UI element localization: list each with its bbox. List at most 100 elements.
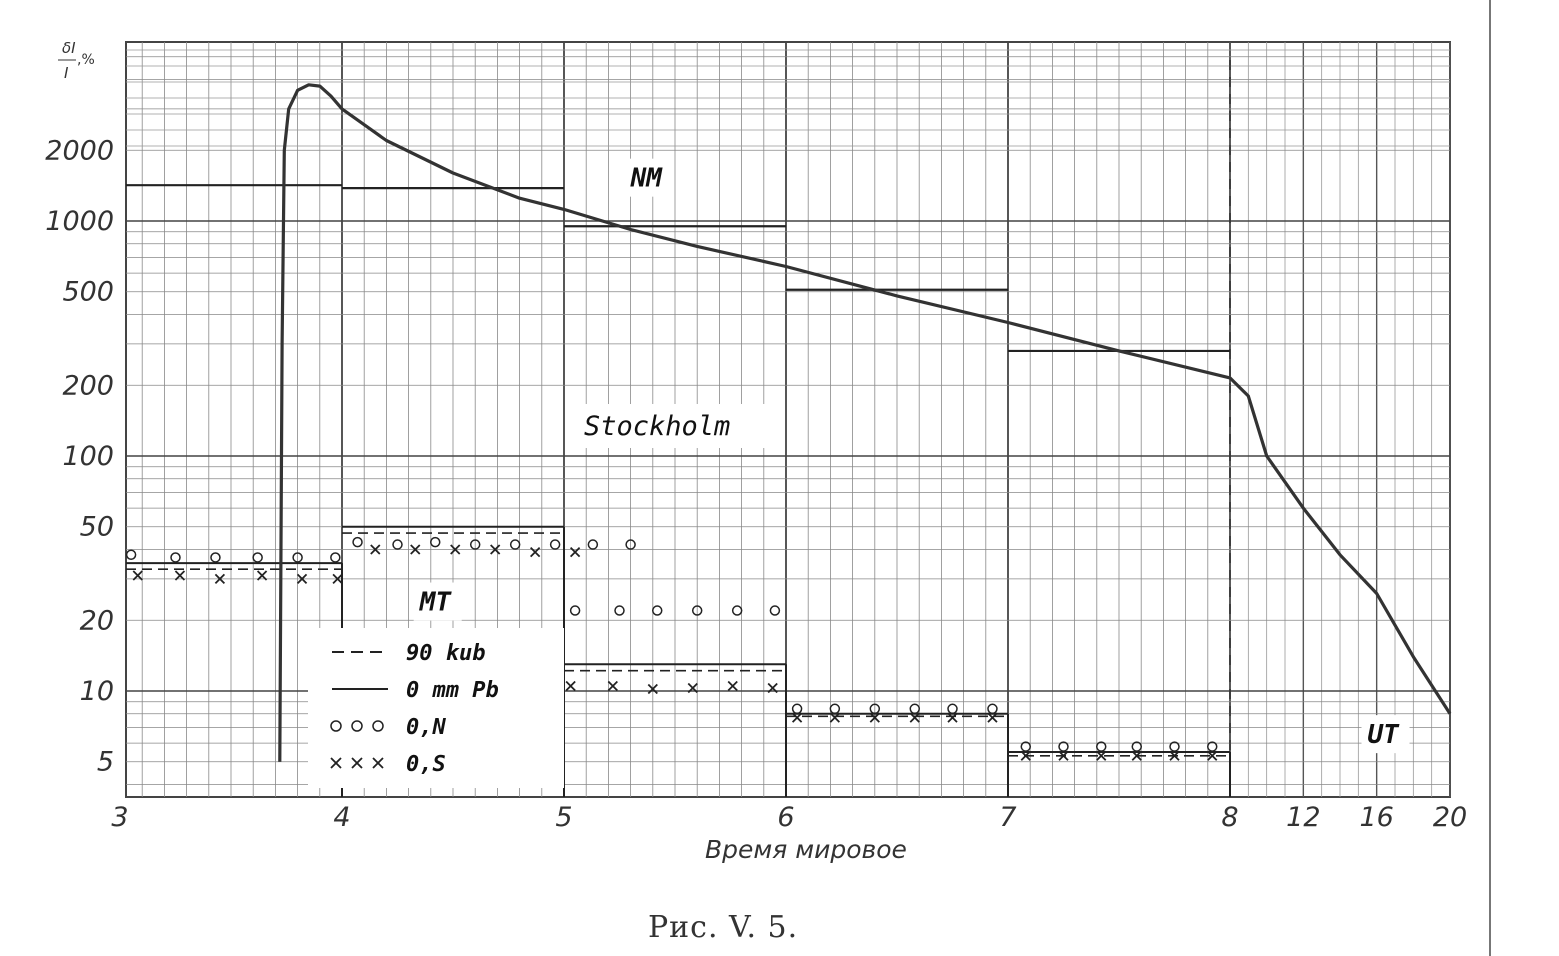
x-tick-label: 12 bbox=[1286, 802, 1320, 833]
marker-0N bbox=[947, 703, 958, 715]
marker-0S bbox=[727, 680, 738, 692]
marker-0S bbox=[909, 712, 920, 723]
marker-0N bbox=[869, 703, 881, 715]
marker-0N bbox=[125, 549, 137, 561]
y-axis-label-denominator: I bbox=[64, 64, 69, 82]
marker-0N bbox=[392, 539, 403, 550]
x-tick-label: 8 bbox=[1221, 802, 1238, 833]
marker-0N bbox=[691, 605, 703, 616]
marker-0N bbox=[292, 552, 303, 563]
marker-0S bbox=[1096, 750, 1107, 761]
y-tick-label: 1000 bbox=[45, 206, 114, 237]
series-label: UT bbox=[1368, 720, 1401, 750]
y-tick-label: 50 bbox=[80, 512, 114, 543]
marker-0S bbox=[530, 546, 541, 558]
series-labels: NM MT UT bbox=[413, 158, 1410, 754]
legend-item: 0,N bbox=[330, 715, 446, 740]
x-tick-label: 20 bbox=[1433, 802, 1467, 833]
series-label: NM bbox=[630, 164, 664, 194]
marker-0N bbox=[769, 605, 781, 616]
x-tick-label: 6 bbox=[777, 802, 794, 833]
marker-0S bbox=[791, 712, 803, 723]
nm-curve-line bbox=[278, 83, 1452, 762]
x-tick-label: 4 bbox=[333, 802, 350, 833]
marker-0S bbox=[947, 712, 958, 723]
marker-0N bbox=[352, 536, 363, 548]
marker-0N bbox=[1058, 741, 1069, 752]
marker-0N bbox=[1206, 741, 1218, 752]
marker-0S bbox=[450, 544, 461, 555]
marker-0S bbox=[647, 683, 658, 695]
y-tick-label: 2000 bbox=[45, 135, 114, 166]
marker-0S bbox=[410, 544, 421, 555]
legend-item: 0 mm Pb bbox=[332, 678, 499, 703]
figure-caption: Рис. V. 5. bbox=[648, 910, 798, 945]
series-label: MT bbox=[419, 588, 453, 618]
x-tick-label: 16 bbox=[1359, 802, 1393, 833]
marker-0S bbox=[829, 712, 840, 723]
y-tick-label: 20 bbox=[80, 605, 114, 636]
marker-0N bbox=[1131, 741, 1143, 752]
marker-0N bbox=[987, 703, 998, 715]
y-axis-label: δI I ,% bbox=[58, 39, 95, 82]
marker-0S bbox=[987, 712, 998, 723]
marker-0N bbox=[1169, 741, 1180, 752]
marker-0S bbox=[256, 570, 268, 581]
marker-0N bbox=[469, 539, 481, 550]
legend-label: 0 mm Pb bbox=[406, 678, 499, 703]
marker-0S bbox=[687, 682, 698, 694]
marker-0N bbox=[210, 552, 221, 563]
marker-0N bbox=[791, 703, 803, 715]
marker-0N bbox=[1095, 741, 1107, 752]
marker-0S bbox=[174, 570, 186, 581]
tick-labels: 5 10 20 50 100 200 500 1000 2000 3 4 5 6 7 8 12 16 20 bbox=[45, 135, 1467, 833]
legend-item: 90 kub bbox=[332, 641, 485, 666]
marker-0N bbox=[549, 539, 561, 550]
marker-0S bbox=[490, 544, 501, 555]
marker-0N bbox=[625, 539, 636, 550]
marker-0N bbox=[170, 552, 181, 563]
legend-label: 0,N bbox=[406, 715, 446, 740]
marker-0S bbox=[296, 573, 308, 585]
x-axis-label: Время мировое bbox=[705, 835, 907, 864]
marker-0N bbox=[252, 552, 263, 563]
marker-0S bbox=[869, 712, 880, 723]
hourly-levels bbox=[126, 184, 1231, 797]
legend-label: 90 kub bbox=[406, 641, 485, 666]
marker-0S bbox=[565, 680, 576, 692]
marker-0S bbox=[370, 544, 381, 555]
station-label: Stockholm bbox=[584, 411, 730, 442]
marker-0S bbox=[767, 682, 778, 694]
y-axis-label-numerator: δI bbox=[62, 39, 76, 57]
marker-0S bbox=[1058, 750, 1069, 761]
marker-0S bbox=[1207, 750, 1218, 761]
y-axis-label-unit: ,% bbox=[77, 52, 95, 68]
marker-0S bbox=[1131, 750, 1142, 761]
marker-0N bbox=[587, 539, 599, 550]
nm-curve bbox=[278, 83, 1452, 762]
marker-0N bbox=[429, 536, 441, 548]
marker-0S bbox=[214, 573, 226, 585]
mt-markers bbox=[125, 536, 1218, 761]
y-tick-label: 5 bbox=[97, 747, 114, 778]
marker-0S bbox=[1020, 750, 1031, 761]
marker-0N bbox=[829, 703, 841, 715]
y-tick-label: 100 bbox=[62, 441, 114, 472]
x-tick-label: 5 bbox=[555, 802, 572, 833]
marker-0S bbox=[1169, 750, 1180, 761]
marker-0S bbox=[332, 573, 343, 585]
marker-0S bbox=[607, 680, 618, 692]
x-tick-label: 3 bbox=[111, 802, 128, 833]
marker-0N bbox=[614, 605, 625, 616]
marker-0N bbox=[1020, 741, 1032, 752]
marker-0S bbox=[132, 570, 143, 581]
y-tick-label: 10 bbox=[80, 676, 114, 707]
marker-0N bbox=[651, 605, 663, 616]
legend-item: 0,S bbox=[330, 752, 446, 777]
marker-0N bbox=[569, 605, 581, 616]
legend: 90 kub 0 mm Pb 0,N 0,S bbox=[308, 628, 564, 788]
x-tick-label: 7 bbox=[999, 802, 1016, 833]
marker-0N bbox=[731, 605, 743, 616]
y-tick-label: 200 bbox=[62, 370, 114, 401]
